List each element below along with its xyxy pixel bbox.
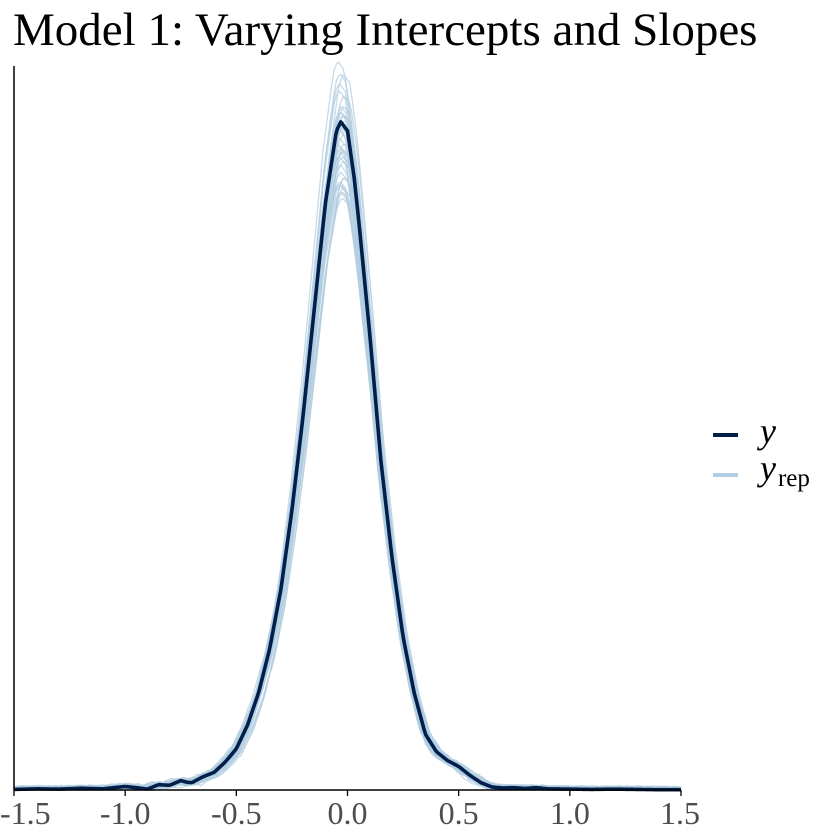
yrep-density-line bbox=[13, 133, 681, 791]
yrep-density-line bbox=[14, 111, 682, 791]
x-tick-label: 1.0 bbox=[550, 795, 590, 831]
x-tick-label: 1.5 bbox=[660, 795, 700, 831]
yrep-density-line bbox=[13, 114, 681, 791]
yrep-density-line bbox=[13, 184, 682, 791]
x-axis-ticks: -1.5 -1.0 -0.5 0.0 0.5 1.0 1.5 bbox=[0, 790, 700, 831]
yrep-density-line bbox=[14, 148, 682, 791]
yrep-density-line bbox=[14, 171, 682, 791]
yrep-density-line bbox=[13, 125, 682, 791]
yrep-density-line bbox=[13, 191, 682, 791]
legend-label-y: y bbox=[757, 411, 776, 451]
yrep-density-line bbox=[13, 151, 681, 791]
yrep-density-line bbox=[14, 164, 682, 791]
x-tick-label: -0.5 bbox=[211, 795, 262, 831]
yrep-density-line bbox=[14, 156, 682, 791]
yrep-density-line bbox=[14, 112, 682, 791]
yrep-density-line bbox=[14, 105, 682, 791]
yrep-density-line bbox=[13, 152, 681, 791]
yrep-density-line bbox=[13, 123, 682, 791]
yrep-density-line bbox=[13, 186, 681, 791]
yrep-density-line bbox=[13, 127, 681, 791]
yrep-density-line bbox=[13, 114, 681, 791]
yrep-density-line bbox=[14, 160, 682, 791]
yrep-density-line bbox=[14, 191, 682, 791]
yrep-density-lines bbox=[13, 60, 682, 791]
yrep-density-line bbox=[14, 177, 682, 791]
yrep-density-line bbox=[13, 83, 681, 791]
yrep-density-line bbox=[14, 130, 682, 791]
yrep-density-line bbox=[14, 143, 682, 791]
y-density-line-group bbox=[13, 120, 682, 792]
yrep-density-line bbox=[14, 197, 682, 791]
legend-label-yrep: yrep bbox=[757, 448, 810, 492]
x-tick-label: -1.5 bbox=[0, 795, 51, 831]
yrep-density-line bbox=[14, 125, 682, 791]
yrep-density-line bbox=[13, 183, 681, 791]
yrep-density-line bbox=[13, 136, 681, 791]
legend: y yrep bbox=[713, 411, 810, 492]
yrep-density-line bbox=[13, 156, 681, 791]
yrep-density-line bbox=[13, 177, 681, 791]
chart-title: Model 1: Varying Intercepts and Slopes bbox=[13, 4, 757, 56]
legend-label-yrep-sub: rep bbox=[778, 465, 810, 492]
yrep-density-line bbox=[13, 181, 681, 791]
yrep-density-line bbox=[13, 143, 681, 791]
legend-label-yrep-main: y bbox=[757, 448, 776, 488]
y-density-line bbox=[13, 120, 682, 792]
yrep-density-line bbox=[14, 120, 682, 791]
x-tick-label: 0.0 bbox=[328, 795, 368, 831]
yrep-density-line bbox=[14, 106, 682, 791]
x-tick-label: 0.5 bbox=[439, 795, 479, 831]
x-tick-label: -1.0 bbox=[100, 795, 151, 831]
yrep-density-line bbox=[14, 146, 682, 791]
